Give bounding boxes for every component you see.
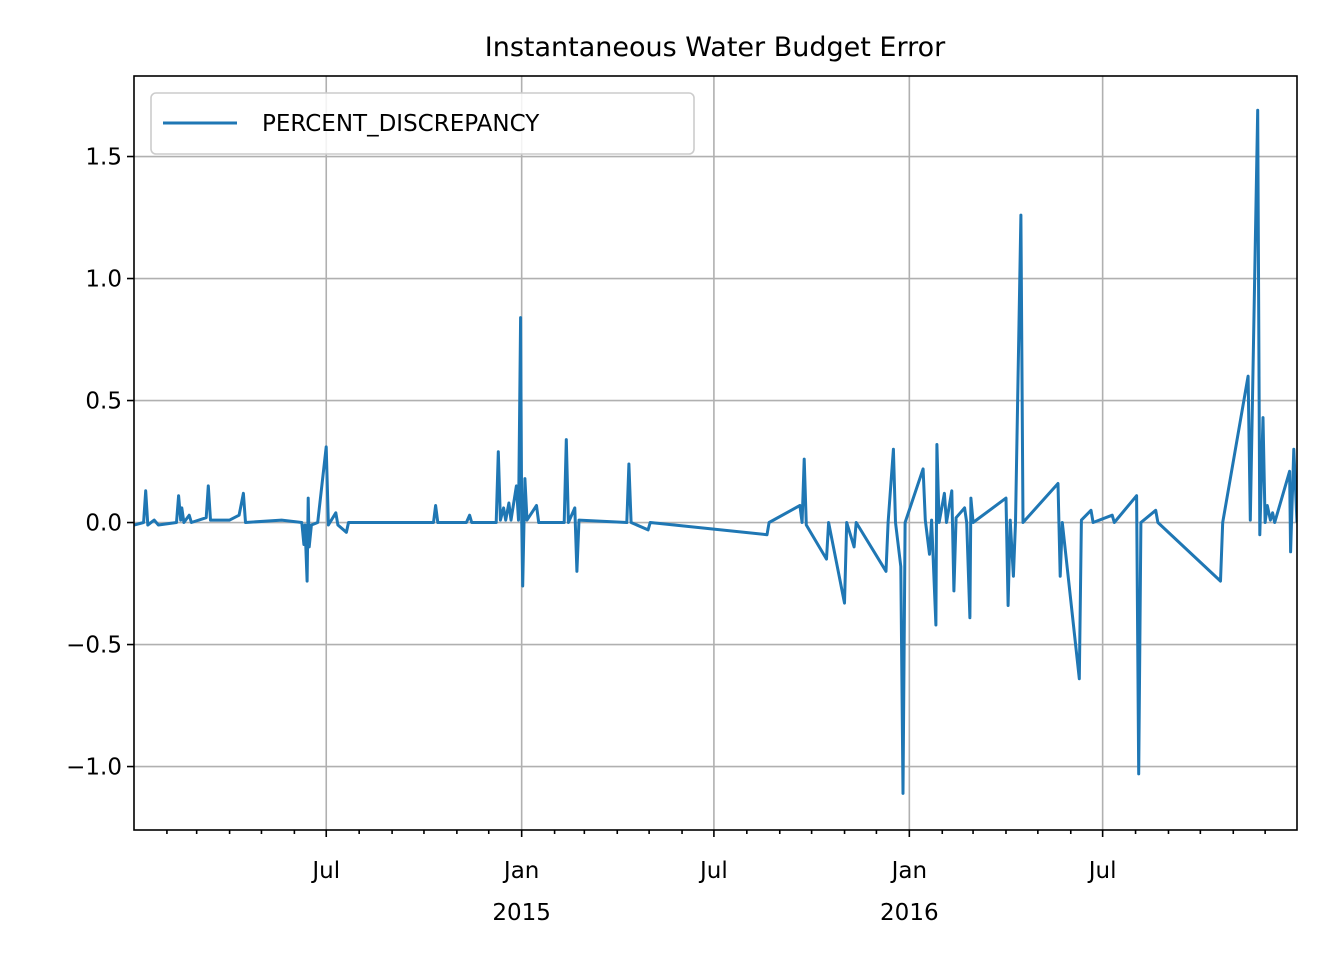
y-tick-label: 0.0 <box>85 511 122 537</box>
legend: PERCENT_DISCREPANCY <box>150 92 695 155</box>
x-tick-label: Jul <box>310 858 340 884</box>
y-tick-label: 0.5 <box>85 389 122 415</box>
y-tick-label: −0.5 <box>66 633 122 659</box>
legend-box <box>150 92 695 155</box>
x-tick-label: Jan <box>502 858 539 884</box>
plot-frame <box>133 75 1298 831</box>
y-axis: −1.0 −0.5 0.0 0.5 1.0 1.5 <box>66 145 134 781</box>
x-tick-label: Jan <box>890 858 927 884</box>
x-tick-label: Jul <box>698 858 728 884</box>
legend-label-percent-discrepancy: PERCENT_DISCREPANCY <box>262 111 540 137</box>
chart-title: Instantaneous Water Budget Error <box>485 32 946 63</box>
x-tick-year-label: 2015 <box>492 900 551 926</box>
grid <box>134 76 1297 830</box>
series-line-percent-discrepancy <box>134 108 1297 795</box>
y-tick-label: −1.0 <box>66 755 122 781</box>
x-tick-label: Jul <box>1087 858 1117 884</box>
plot-area <box>134 108 1297 795</box>
x-axis: Jul Jan 2015 Jul Jan 2016 Jul <box>166 830 1266 926</box>
y-tick-label: 1.5 <box>85 145 122 171</box>
y-tick-label: 1.0 <box>85 267 122 293</box>
x-tick-year-label: 2016 <box>880 900 939 926</box>
